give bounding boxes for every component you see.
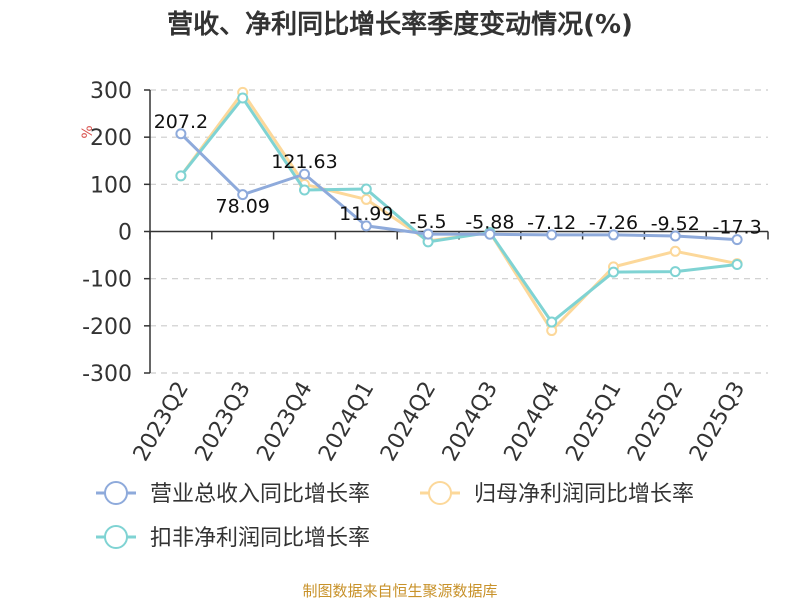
x-tick-label: 2025Q3 bbox=[685, 378, 750, 466]
data-point bbox=[175, 170, 187, 182]
data-label: -5.5 bbox=[410, 211, 447, 233]
series-line-2 bbox=[179, 96, 738, 324]
source-note: 制图数据来自恒生聚源数据库 bbox=[302, 582, 497, 600]
legend-label: 营业总收入同比增长率 bbox=[150, 482, 370, 507]
x-tick-label: 2024Q4 bbox=[500, 378, 565, 466]
data-label: 121.63 bbox=[271, 151, 337, 173]
legend-label: 扣非净利润同比增长率 bbox=[150, 526, 370, 551]
data-point bbox=[669, 266, 681, 278]
series-layer bbox=[175, 86, 743, 337]
data-label: -7.12 bbox=[527, 212, 576, 234]
y-tick-label: 200 bbox=[90, 126, 132, 151]
data-point bbox=[422, 228, 434, 240]
y-tick-label: -300 bbox=[82, 362, 132, 387]
data-point bbox=[299, 184, 310, 196]
y-tick-label: 100 bbox=[90, 173, 132, 198]
y-tick-label: 0 bbox=[118, 221, 132, 246]
data-point bbox=[608, 266, 619, 278]
data-label: -9.52 bbox=[651, 213, 700, 235]
legend-marker bbox=[104, 481, 128, 505]
data-label: -7.26 bbox=[589, 212, 638, 234]
data-point bbox=[731, 234, 743, 246]
x-tick-label: 2023Q2 bbox=[129, 378, 194, 466]
chart-title: 营收、净利同比增长率季度变动情况(%) bbox=[167, 9, 633, 40]
legend-label: 归母净利润同比增长率 bbox=[474, 482, 694, 507]
data-labels: 207.2 78.09 121.63 11.99 -5.5 -5.88 -7.12 -7.26… bbox=[154, 111, 762, 239]
data-point bbox=[669, 245, 681, 257]
x-tick-label: 2023Q3 bbox=[191, 378, 256, 466]
data-point bbox=[175, 128, 187, 140]
x-tick-label: 2025Q2 bbox=[623, 378, 688, 466]
series-line-0 bbox=[179, 132, 738, 242]
data-label: -5.88 bbox=[465, 211, 514, 233]
y-tick-label: 300 bbox=[90, 79, 132, 104]
data-point bbox=[360, 220, 372, 232]
y-tick-label: -100 bbox=[82, 268, 132, 293]
data-point bbox=[484, 228, 496, 240]
data-point bbox=[360, 193, 372, 205]
x-tick-label: 2024Q2 bbox=[376, 377, 441, 465]
x-tick-label: 2024Q3 bbox=[438, 378, 503, 466]
data-point bbox=[237, 92, 249, 104]
data-point bbox=[546, 316, 558, 328]
data-label: 207.2 bbox=[154, 111, 208, 133]
y-tick-label: -200 bbox=[82, 315, 132, 340]
y-axis-label: % bbox=[80, 125, 96, 138]
x-tick-label: 2025Q1 bbox=[561, 378, 626, 466]
data-point bbox=[360, 183, 372, 195]
data-label: -17.3 bbox=[713, 217, 762, 239]
grid bbox=[150, 89, 768, 374]
data-point bbox=[669, 230, 681, 242]
x-tick-label: 2024Q1 bbox=[314, 378, 379, 466]
x-tick-label: 2023Q4 bbox=[252, 378, 317, 466]
data-point bbox=[546, 229, 558, 241]
data-point bbox=[237, 189, 249, 201]
legend-marker bbox=[104, 525, 128, 549]
data-point bbox=[731, 259, 743, 271]
data-label: 78.09 bbox=[215, 196, 269, 218]
legend-marker bbox=[428, 481, 452, 505]
data-point bbox=[299, 168, 310, 180]
data-label: 11.99 bbox=[339, 203, 393, 225]
data-point bbox=[608, 229, 619, 241]
